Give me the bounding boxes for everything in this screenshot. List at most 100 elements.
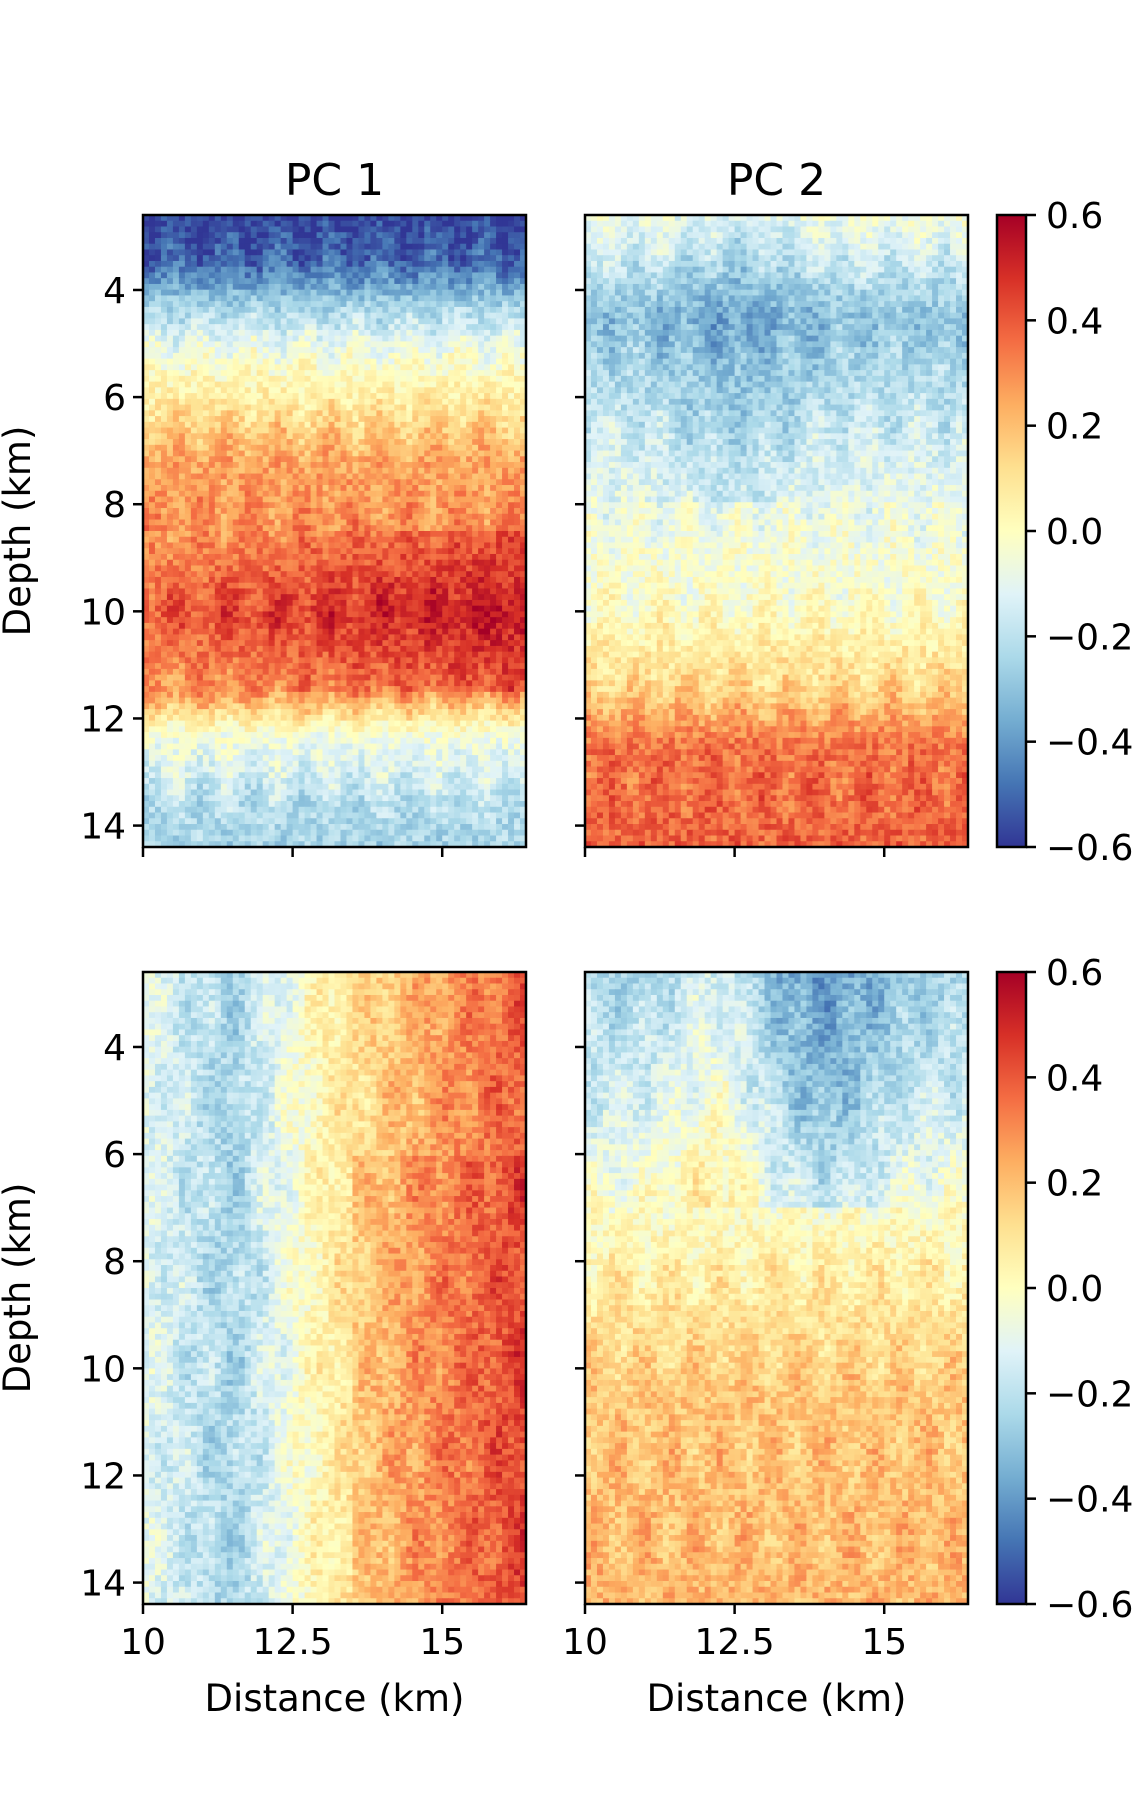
heatmap-cell — [352, 341, 359, 347]
heatmap-cell — [442, 267, 449, 273]
heatmap-cell — [203, 462, 210, 468]
heatmap-cell — [263, 353, 270, 359]
heatmap-cell — [323, 226, 330, 232]
heatmap-cell — [311, 416, 318, 422]
heatmap-cell — [376, 249, 383, 255]
heatmap-cell — [311, 347, 318, 353]
heatmap-cell — [245, 341, 252, 347]
heatmap-cell — [484, 433, 491, 439]
heatmap-cell — [508, 399, 515, 405]
heatmap-cell — [400, 376, 407, 382]
heatmap-cell — [215, 364, 222, 370]
heatmap-cell — [203, 416, 210, 422]
heatmap-cell — [496, 232, 503, 238]
heatmap-cell — [239, 462, 246, 468]
heatmap-cell — [287, 272, 294, 278]
heatmap-cell — [179, 416, 186, 422]
heatmap-cell — [478, 474, 485, 480]
heatmap-cell — [340, 456, 347, 462]
heatmap-cell — [257, 376, 264, 382]
heatmap-cell — [185, 520, 192, 526]
heatmap-cell — [293, 307, 300, 313]
heatmap-cell — [388, 244, 395, 250]
heatmap-cell — [424, 359, 431, 365]
heatmap-cell — [376, 382, 383, 388]
heatmap-cell — [340, 295, 347, 301]
heatmap-cell — [233, 462, 240, 468]
heatmap-cell — [155, 278, 162, 284]
heatmap-cell — [251, 232, 258, 238]
heatmap-cell — [340, 267, 347, 273]
heatmap-cell — [502, 445, 509, 451]
heatmap-cell — [311, 307, 318, 313]
heatmap-cell — [424, 226, 431, 232]
heatmap-cell — [203, 382, 210, 388]
heatmap-cell — [221, 399, 228, 405]
heatmap-cell — [287, 261, 294, 267]
heatmap-cell — [215, 410, 222, 416]
heatmap-cell — [502, 341, 509, 347]
heatmap-cell — [221, 221, 228, 227]
heatmap-cell — [454, 341, 461, 347]
heatmap-cell — [263, 301, 270, 307]
heatmap-cell — [215, 514, 222, 520]
heatmap-cell — [502, 232, 509, 238]
heatmap-cell — [472, 347, 479, 353]
heatmap-cell — [323, 416, 330, 422]
heatmap-cell — [442, 255, 449, 261]
heatmap-cell — [173, 290, 180, 296]
heatmap-cell — [508, 221, 515, 227]
heatmap-cell — [382, 244, 389, 250]
heatmap-cell — [161, 376, 168, 382]
heatmap-cell — [508, 451, 515, 457]
heatmap-cell — [275, 462, 282, 468]
heatmap-cell — [209, 226, 216, 232]
heatmap-cell — [478, 462, 485, 468]
heatmap-cell — [472, 364, 479, 370]
heatmap-cell — [263, 341, 270, 347]
heatmap-cell — [185, 399, 192, 405]
heatmap-cell — [340, 468, 347, 474]
heatmap-cell — [239, 244, 246, 250]
heatmap-cell — [155, 336, 162, 342]
heatmap-cell — [508, 330, 515, 336]
heatmap-cell — [502, 508, 509, 514]
heatmap-cell — [185, 428, 192, 434]
heatmap-cell — [197, 330, 204, 336]
heatmap-cell — [400, 336, 407, 342]
heatmap-cell — [203, 318, 210, 324]
heatmap-cell — [155, 508, 162, 514]
heatmap-cell — [221, 318, 228, 324]
heatmap-cell — [209, 468, 216, 474]
heatmap-cell — [155, 422, 162, 428]
heatmap-cell — [215, 520, 222, 526]
heatmap-cell — [239, 445, 246, 451]
heatmap-cell — [352, 485, 359, 491]
heatmap-cell — [394, 399, 401, 405]
heatmap-cell — [448, 353, 455, 359]
heatmap-cell — [149, 341, 156, 347]
heatmap-cell — [442, 272, 449, 278]
heatmap-cell — [424, 364, 431, 370]
heatmap-cell — [508, 508, 515, 514]
heatmap-cell — [197, 267, 204, 273]
heatmap-cell — [155, 244, 162, 250]
heatmap-cell — [442, 364, 449, 370]
heatmap-cell — [364, 261, 371, 267]
heatmap-cell — [490, 502, 497, 508]
heatmap-cell — [484, 244, 491, 250]
heatmap-cell — [323, 232, 330, 238]
heatmap-cell — [185, 232, 192, 238]
heatmap-cell — [263, 359, 270, 365]
heatmap-cell — [287, 491, 294, 497]
heatmap-cell — [323, 324, 330, 330]
heatmap-cell — [311, 318, 318, 324]
heatmap-cell — [287, 301, 294, 307]
heatmap-cell — [269, 238, 276, 244]
heatmap-cell — [149, 393, 156, 399]
heatmap-cell — [269, 502, 276, 508]
heatmap-cell — [442, 359, 449, 365]
heatmap-cell — [412, 387, 419, 393]
heatmap-cell — [454, 226, 461, 232]
heatmap-cell — [197, 520, 204, 526]
